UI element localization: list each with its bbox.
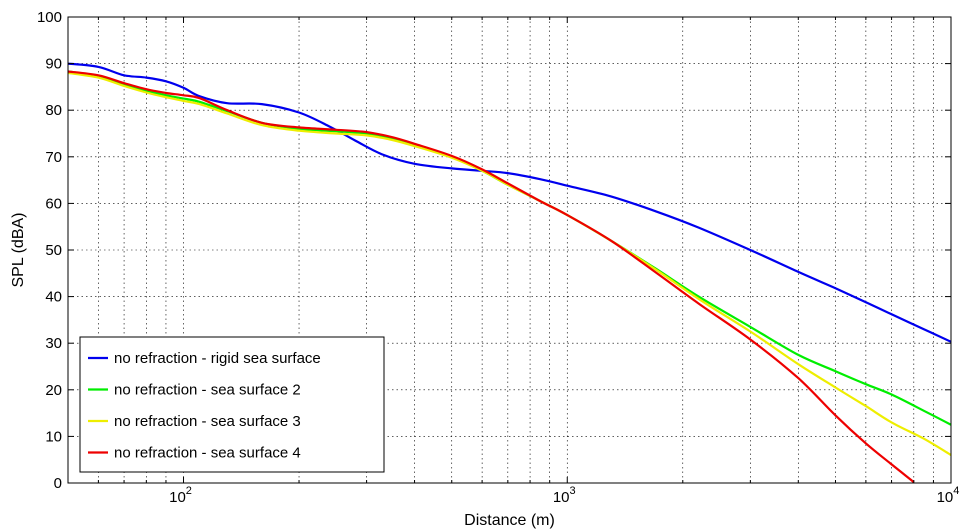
y-tick-label: 50 [45, 242, 62, 259]
series-lines [68, 62, 951, 483]
series-line-3 [68, 71, 951, 456]
y-tick-label: 20 [45, 382, 62, 399]
legend-entry: no refraction - sea surface 3 [114, 413, 301, 430]
y-axis-label: SPL (dBA) [10, 213, 27, 288]
x-tick-label: 103 [553, 485, 576, 506]
x-tick-label: 104 [937, 485, 960, 506]
y-tick-label: 10 [45, 428, 62, 445]
y-tick-label: 60 [45, 195, 62, 212]
x-tick-label: 102 [169, 485, 192, 506]
y-tick-label: 100 [37, 9, 62, 26]
y-tick-label: 30 [45, 335, 62, 352]
y-tick-label: 90 [45, 56, 62, 73]
y-tick-label: 40 [45, 289, 62, 306]
x-axis-label: Distance (m) [464, 512, 555, 529]
series-line-1 [68, 62, 951, 343]
legend: no refraction - rigid sea surface no refr… [79, 336, 385, 473]
tick-labels: 0 10 20 30 40 50 60 70 80 90 100 102 103 104 [37, 9, 959, 506]
y-tick-label: 70 [45, 149, 62, 166]
legend-box [79, 336, 385, 473]
legend-entry: no refraction - sea surface 2 [114, 382, 301, 399]
y-tick-label: 0 [54, 475, 62, 492]
series-line-4 [68, 70, 915, 483]
legend-entry: no refraction - rigid sea surface [114, 350, 321, 367]
legend-entry: no refraction - sea surface 4 [114, 445, 301, 462]
y-tick-label: 80 [45, 102, 62, 119]
